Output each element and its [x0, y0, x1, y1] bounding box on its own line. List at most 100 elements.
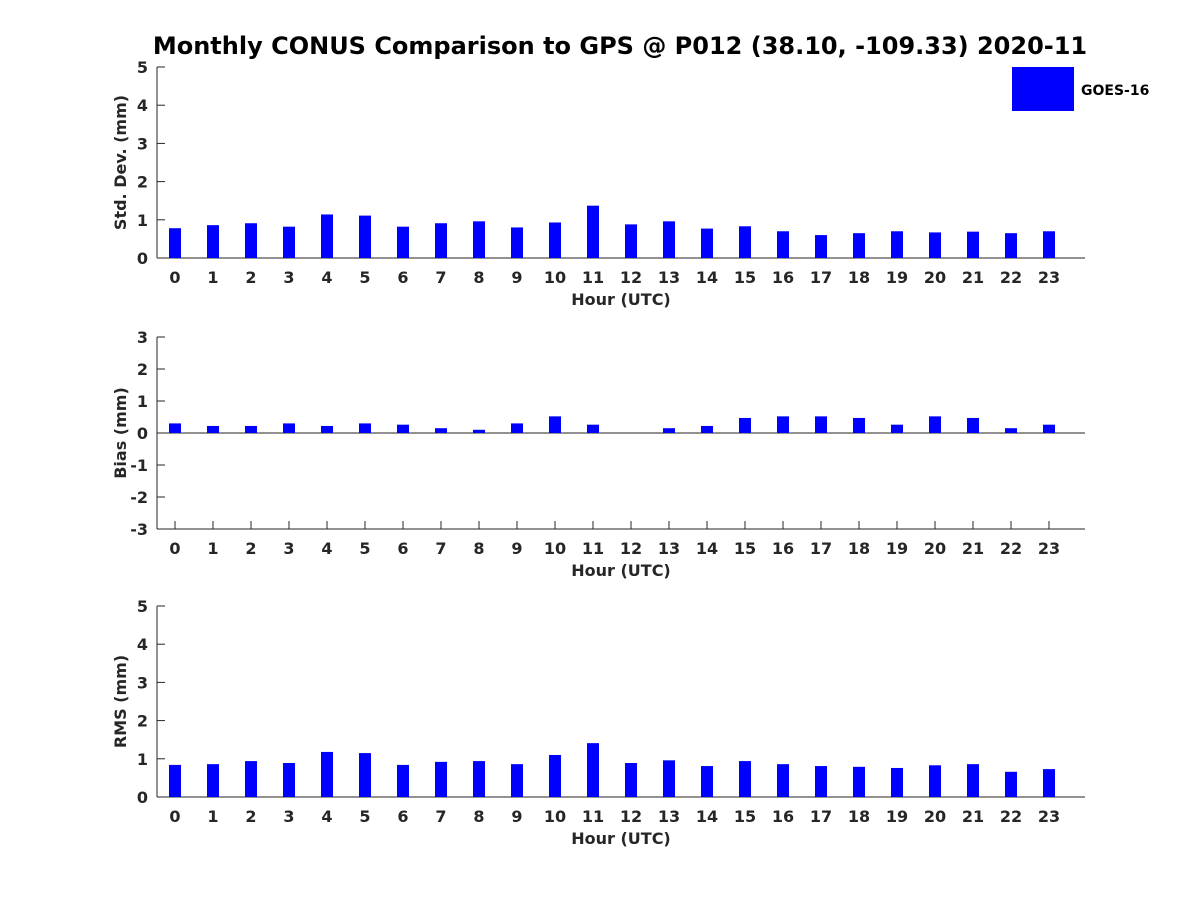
bar-hour-5 — [359, 423, 371, 433]
chart-title: Monthly CONUS Comparison to GPS @ P012 (… — [153, 32, 1087, 60]
x-tick-label: 16 — [772, 807, 794, 826]
y-tick-label: 1 — [137, 392, 148, 411]
bar-hour-15 — [739, 226, 751, 258]
x-tick-label: 3 — [283, 539, 294, 558]
x-tick-label: 21 — [962, 807, 984, 826]
bar-hour-16 — [777, 231, 789, 258]
bar-hour-4 — [321, 751, 333, 797]
x-tick-label: 23 — [1038, 539, 1060, 558]
bar-hour-16 — [777, 416, 789, 433]
x-tick-label: 14 — [696, 268, 718, 287]
bar-hour-9 — [511, 423, 523, 433]
y-tick-label: 2 — [137, 360, 148, 379]
x-tick-label: 18 — [848, 807, 870, 826]
x-tick-label: 14 — [696, 807, 718, 826]
bar-hour-2 — [245, 223, 257, 258]
x-tick-label: 22 — [1000, 539, 1022, 558]
x-tick-label: 0 — [169, 268, 180, 287]
bar-hour-18 — [853, 417, 865, 433]
y-tick-label: 4 — [137, 635, 148, 654]
bar-hour-12 — [625, 763, 637, 797]
bar-hour-23 — [1043, 424, 1055, 433]
bar-hour-20 — [929, 232, 941, 258]
bar-hour-21 — [967, 417, 979, 433]
x-tick-label: 22 — [1000, 807, 1022, 826]
bar-hour-13 — [663, 221, 675, 258]
bar-hour-3 — [283, 226, 295, 258]
x-tick-label: 3 — [283, 807, 294, 826]
y-axis-label: Bias (mm) — [111, 387, 130, 479]
bar-hour-6 — [397, 226, 409, 258]
x-tick-label: 22 — [1000, 268, 1022, 287]
x-tick-label: 16 — [772, 268, 794, 287]
bar-hour-6 — [397, 764, 409, 797]
bar-hour-0 — [169, 764, 181, 797]
y-tick-label: 0 — [137, 249, 148, 268]
x-tick-label: 7 — [435, 539, 446, 558]
bar-hour-14 — [701, 425, 713, 433]
x-tick-label: 23 — [1038, 268, 1060, 287]
bar-hour-8 — [473, 429, 485, 433]
bar-hour-23 — [1043, 769, 1055, 797]
y-tick-label: 3 — [137, 134, 148, 153]
bar-hour-2 — [245, 425, 257, 433]
bar-hour-11 — [587, 743, 599, 797]
x-axis-label: Hour (UTC) — [571, 829, 671, 848]
y-tick-label: 5 — [137, 58, 148, 77]
bar-hour-4 — [321, 214, 333, 258]
bar-hour-7 — [435, 223, 447, 258]
bar-hour-1 — [207, 225, 219, 258]
x-tick-label: 4 — [321, 807, 332, 826]
x-tick-label: 11 — [582, 268, 604, 287]
x-tick-label: 2 — [245, 807, 256, 826]
bar-hour-7 — [435, 761, 447, 797]
y-tick-label: -1 — [130, 456, 148, 475]
bar-hour-5 — [359, 753, 371, 797]
bar-hour-4 — [321, 425, 333, 433]
bar-hour-7 — [435, 428, 447, 433]
x-tick-label: 2 — [245, 539, 256, 558]
bar-hour-3 — [283, 423, 295, 433]
bar-hour-12 — [625, 224, 637, 258]
x-tick-label: 19 — [886, 268, 908, 287]
bar-hour-14 — [701, 766, 713, 797]
bar-hour-0 — [169, 423, 181, 433]
bar-hour-6 — [397, 424, 409, 433]
x-tick-label: 19 — [886, 807, 908, 826]
bar-hour-8 — [473, 221, 485, 258]
bar-hour-1 — [207, 764, 219, 797]
x-tick-label: 8 — [473, 807, 484, 826]
bar-hour-18 — [853, 766, 865, 797]
x-tick-label: 5 — [359, 268, 370, 287]
x-tick-label: 5 — [359, 539, 370, 558]
x-tick-label: 20 — [924, 268, 946, 287]
y-tick-label: 0 — [137, 424, 148, 443]
bar-hour-3 — [283, 763, 295, 797]
bar-hour-13 — [663, 428, 675, 433]
x-tick-label: 4 — [321, 268, 332, 287]
bar-hour-20 — [929, 765, 941, 797]
x-tick-label: 9 — [511, 268, 522, 287]
x-tick-label: 15 — [734, 807, 756, 826]
y-tick-label: 0 — [137, 788, 148, 807]
bar-hour-2 — [245, 761, 257, 797]
bar-hour-9 — [511, 764, 523, 797]
x-tick-label: 15 — [734, 268, 756, 287]
bar-hour-17 — [815, 416, 827, 433]
y-axis-label: RMS (mm) — [111, 655, 130, 748]
bar-hour-14 — [701, 228, 713, 258]
bar-hour-13 — [663, 760, 675, 797]
bar-hour-15 — [739, 761, 751, 797]
y-tick-label: 3 — [137, 328, 148, 347]
x-tick-label: 9 — [511, 807, 522, 826]
x-tick-label: 13 — [658, 268, 680, 287]
x-tick-label: 12 — [620, 539, 642, 558]
x-tick-label: 1 — [207, 807, 218, 826]
bar-hour-21 — [967, 231, 979, 258]
bar-hour-18 — [853, 233, 865, 258]
y-tick-label: 2 — [137, 712, 148, 731]
y-axis-label: Std. Dev. (mm) — [111, 95, 130, 230]
bar-hour-22 — [1005, 771, 1017, 797]
